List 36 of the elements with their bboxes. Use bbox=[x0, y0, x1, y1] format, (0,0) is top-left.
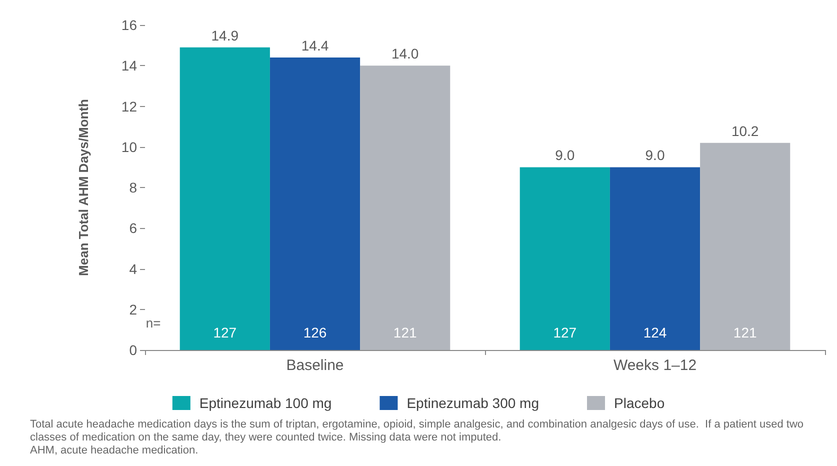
legend-label: Eptinezumab 100 mg bbox=[199, 395, 332, 411]
data-label: 14.0 bbox=[391, 46, 419, 62]
y-tick-label: 10 bbox=[121, 138, 138, 155]
y-tick-label: 0 bbox=[129, 342, 138, 358]
legend-label: Placebo bbox=[614, 395, 665, 411]
y-axis-title: Mean Total AHM Days/Month bbox=[76, 98, 91, 276]
bar bbox=[700, 142, 790, 350]
annotation: 121 bbox=[393, 324, 417, 341]
data-label: 10.2 bbox=[731, 122, 759, 139]
y-tick-label: 12 bbox=[121, 98, 138, 114]
bar bbox=[360, 66, 450, 350]
x-tick-label: Baseline bbox=[286, 357, 344, 374]
annotation: 126 bbox=[303, 324, 327, 341]
data-label: 9.0 bbox=[555, 147, 575, 164]
bar bbox=[610, 167, 700, 350]
legend-label: Eptinezumab 300 mg bbox=[406, 395, 540, 411]
y-tick-label: 16 bbox=[121, 17, 138, 33]
data-label: 14.9 bbox=[211, 27, 239, 44]
y-tick-label: 2 bbox=[129, 301, 138, 318]
data-label: 9.0 bbox=[645, 147, 665, 164]
annotation: 124 bbox=[643, 324, 667, 341]
y-tick-label: 14 bbox=[121, 58, 138, 74]
text: Total acute headache medication days is the sum of triptan, ergotamine, opioid, simple analgesic, and combination analgesic days of use. If a patient used two classes of medication on the same day, they were counted twice. Missing data were not imputed. bbox=[30, 418, 807, 444]
x-tick-label: Weeks 1–12 bbox=[613, 357, 697, 374]
annotation: 127 bbox=[213, 324, 237, 341]
y-tick-label: 6 bbox=[129, 220, 138, 236]
bar bbox=[180, 47, 270, 350]
annotation: 127 bbox=[553, 324, 577, 341]
annotation: 121 bbox=[733, 324, 757, 341]
y-tick-label: 8 bbox=[129, 180, 138, 196]
bar bbox=[520, 167, 610, 350]
y-tick-label: 4 bbox=[129, 260, 138, 277]
bar bbox=[270, 58, 360, 350]
annotation: n= bbox=[146, 316, 161, 331]
text: AHM, acute headache medication. bbox=[30, 444, 198, 456]
data-label: 14.4 bbox=[301, 38, 329, 54]
